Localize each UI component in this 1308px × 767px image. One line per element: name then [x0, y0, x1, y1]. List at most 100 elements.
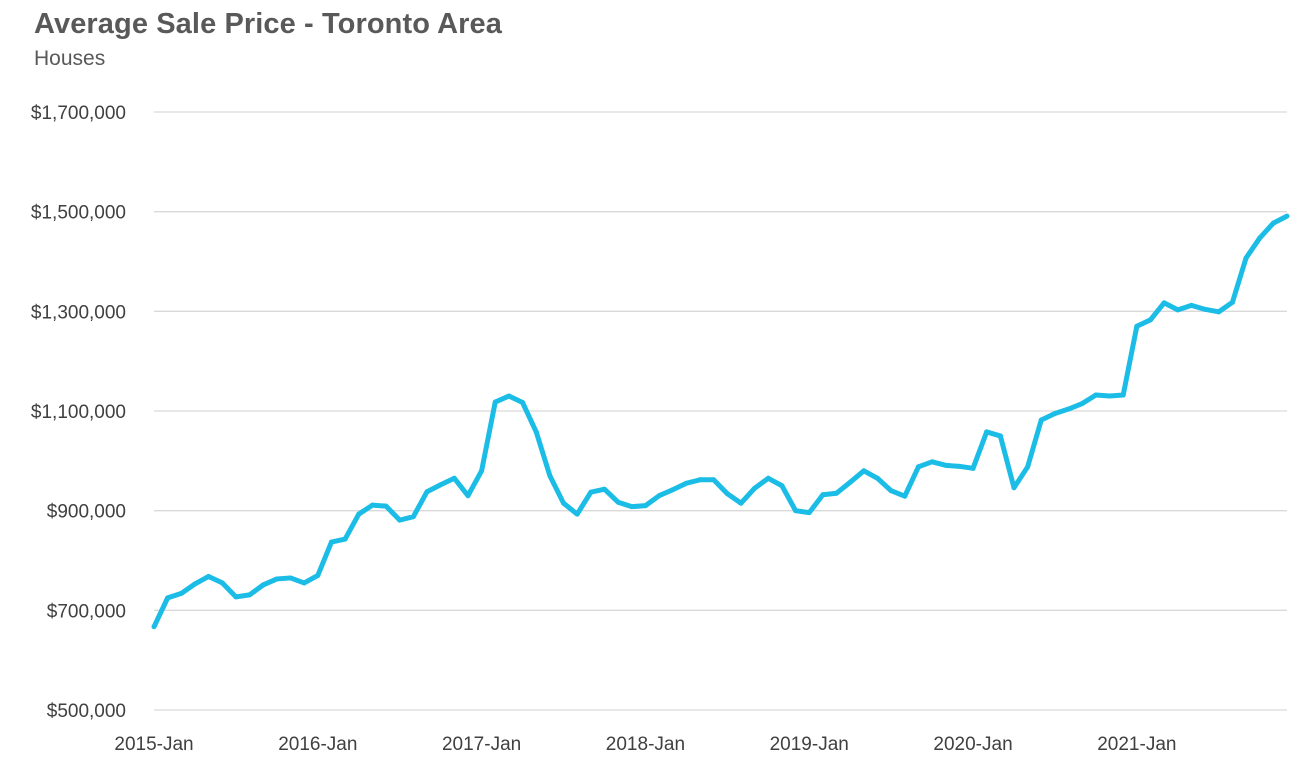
x-tick-label: 2018-Jan [606, 734, 685, 755]
data-point [752, 485, 758, 491]
data-point [397, 517, 403, 523]
data-point [697, 477, 703, 483]
y-tick-label: $1,500,000 [31, 203, 126, 224]
data-point [301, 580, 307, 586]
data-point [192, 581, 198, 587]
data-point [561, 500, 567, 506]
series-layer [151, 213, 1290, 630]
x-tick-label: 2015-Jan [114, 734, 193, 755]
data-point [1120, 392, 1126, 398]
data-point [206, 573, 212, 579]
gridlines [154, 111, 1287, 711]
data-point [219, 580, 225, 586]
data-point [615, 499, 621, 505]
data-point [1243, 255, 1249, 261]
data-point [1134, 323, 1140, 329]
series-line [151, 213, 1289, 628]
data-point [1202, 306, 1208, 312]
data-point [765, 475, 771, 481]
data-point [929, 459, 935, 465]
chart-title: Average Sale Price - Toronto Area [34, 8, 502, 40]
x-tick-label: 2020-Jan [933, 734, 1012, 755]
data-point [178, 590, 184, 596]
data-point [656, 493, 662, 499]
chart-subtitle: Houses [34, 47, 106, 70]
data-point [383, 503, 389, 509]
data-point [670, 487, 676, 493]
data-point [1161, 300, 1167, 306]
data-point [247, 592, 253, 598]
data-point [233, 594, 239, 600]
data-point [151, 624, 157, 630]
data-point [1038, 417, 1044, 423]
data-point [997, 433, 1003, 439]
data-point [629, 504, 635, 510]
data-point [984, 429, 990, 435]
data-point [601, 486, 607, 492]
data-point [1011, 485, 1017, 491]
data-point [328, 539, 334, 545]
y-tick-label: $700,000 [47, 601, 126, 622]
data-point [834, 490, 840, 496]
y-tick-label: $1,100,000 [31, 402, 126, 423]
data-point [274, 576, 280, 582]
data-point [642, 503, 648, 509]
data-point [956, 463, 962, 469]
data-point [574, 511, 580, 517]
data-point [342, 536, 348, 542]
data-point [260, 582, 266, 588]
data-point [1229, 299, 1235, 305]
data-point [1284, 213, 1290, 219]
data-point [424, 489, 430, 495]
data-point [738, 500, 744, 506]
data-point [806, 510, 812, 516]
data-point [1025, 464, 1031, 470]
data-point [520, 400, 526, 406]
data-point [356, 511, 362, 517]
data-point [165, 595, 171, 601]
y-tick-label: $1,300,000 [31, 302, 126, 323]
data-point [410, 514, 416, 520]
data-point [1079, 401, 1085, 407]
data-point [438, 482, 444, 488]
data-point [533, 429, 539, 435]
data-point [1257, 235, 1263, 241]
data-point [492, 399, 498, 405]
data-point [724, 491, 730, 497]
data-point [847, 479, 853, 485]
data-point [943, 462, 949, 468]
data-point [888, 488, 894, 494]
data-point [1147, 317, 1153, 323]
data-point [369, 502, 375, 508]
data-point [861, 468, 867, 474]
x-tick-label: 2019-Jan [770, 734, 849, 755]
data-point [465, 493, 471, 499]
data-point [1093, 392, 1099, 398]
y-tick-label: $500,000 [47, 701, 126, 722]
data-point [1216, 309, 1222, 315]
data-point [588, 489, 594, 495]
data-point [779, 483, 785, 489]
x-tick-label: 2016-Jan [278, 734, 357, 755]
data-point [1270, 220, 1276, 226]
data-point [1107, 393, 1113, 399]
data-point [711, 477, 717, 483]
data-point [506, 393, 512, 399]
data-point [1066, 406, 1072, 412]
x-tick-label: 2021-Jan [1097, 734, 1176, 755]
data-point [970, 465, 976, 471]
data-point [288, 575, 294, 581]
x-tick-label: 2017-Jan [442, 734, 521, 755]
data-point [793, 508, 799, 514]
data-point [874, 475, 880, 481]
data-point [902, 493, 908, 499]
data-point [1052, 410, 1058, 416]
data-point [820, 492, 826, 498]
y-tick-label: $900,000 [47, 502, 126, 523]
data-point [683, 480, 689, 486]
y-tick-label: $1,700,000 [31, 103, 126, 124]
data-point [547, 473, 553, 479]
data-point [1175, 307, 1181, 313]
x-axis-tick-labels: 2015-Jan 2016-Jan 2017-Jan 2018-Jan 2019-Jan… [114, 734, 1176, 755]
